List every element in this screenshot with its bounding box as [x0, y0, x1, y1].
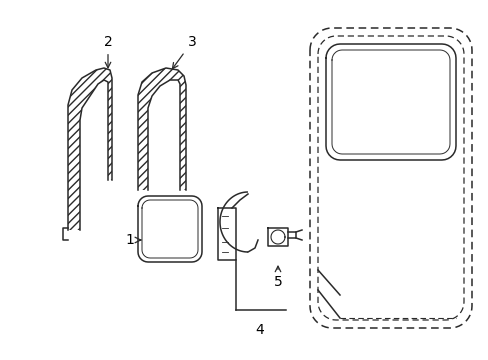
- Text: 4: 4: [255, 323, 264, 337]
- Text: 2: 2: [103, 35, 112, 68]
- Text: 5: 5: [273, 266, 282, 289]
- Text: 3: 3: [172, 35, 196, 69]
- Text: 1: 1: [125, 233, 141, 247]
